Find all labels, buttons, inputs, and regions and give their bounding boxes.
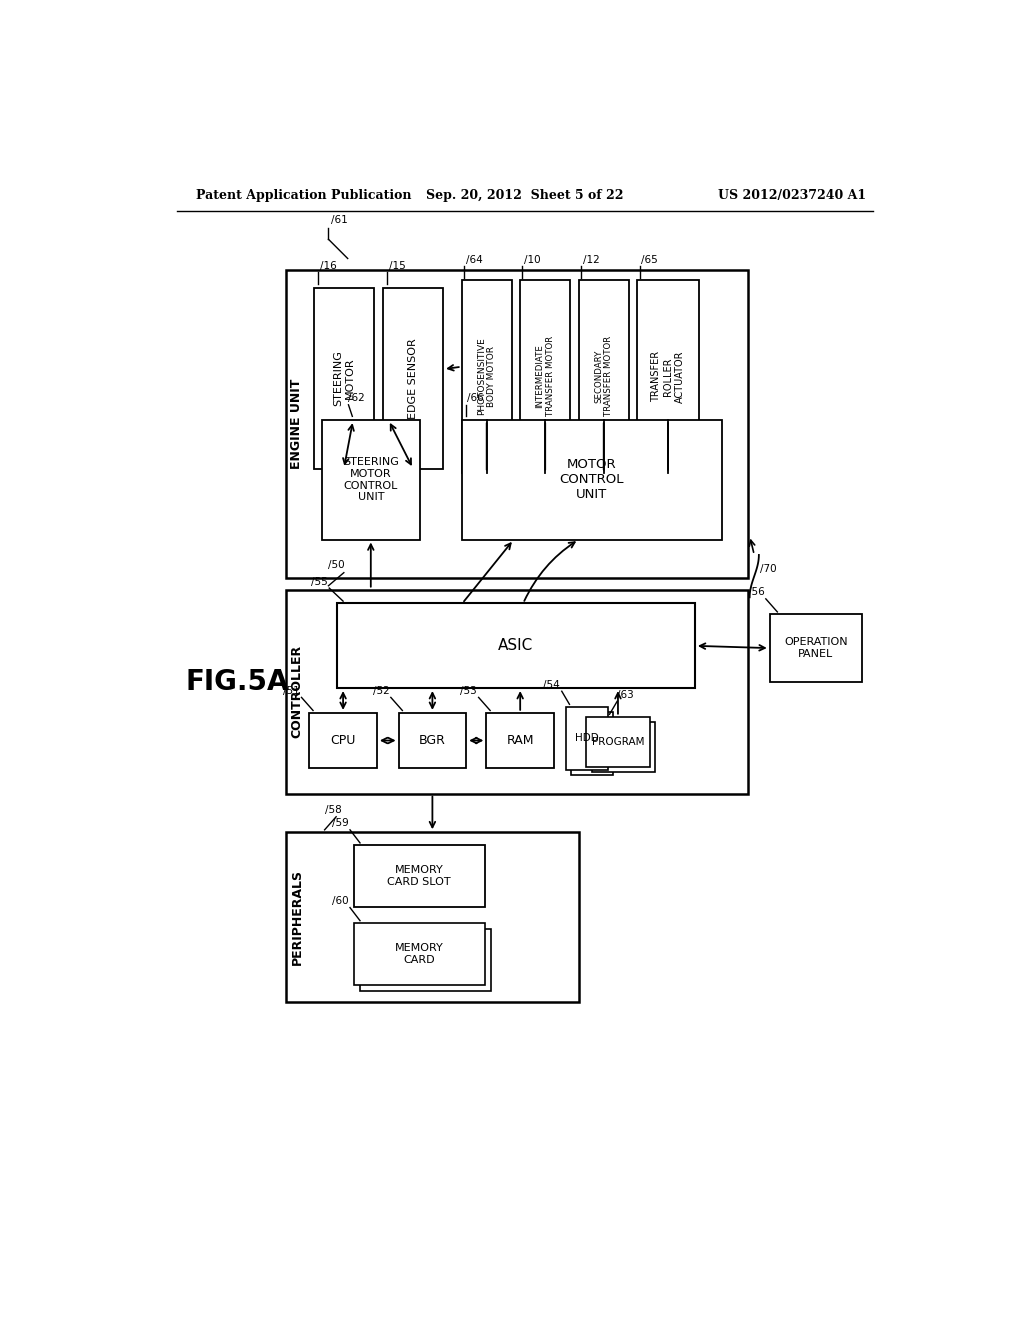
Text: /65: /65 [641, 255, 657, 264]
Text: BGR: BGR [419, 734, 445, 747]
Text: /15: /15 [389, 261, 407, 271]
Text: /70: /70 [760, 564, 776, 574]
Text: PROGRAM: PROGRAM [592, 737, 644, 747]
Bar [286, 832, 579, 1002]
Text: RAM: RAM [507, 734, 534, 747]
Text: /60: /60 [332, 896, 348, 906]
Text: MEMORY
CARD: MEMORY CARD [395, 942, 443, 965]
Text: /59: /59 [332, 818, 348, 829]
Text: /61: /61 [331, 215, 347, 226]
Text: /56: /56 [748, 587, 764, 597]
Bar [313, 288, 374, 469]
Text: MEMORY
CARD SLOT: MEMORY CARD SLOT [387, 865, 452, 887]
Bar [520, 280, 570, 473]
Bar [337, 603, 695, 688]
Bar [592, 722, 655, 772]
Text: EDGE SENSOR: EDGE SENSOR [409, 338, 418, 418]
Text: CONTROLLER: CONTROLLER [291, 645, 303, 738]
Text: INTERMEDIATE
TRANSFER MOTOR: INTERMEDIATE TRANSFER MOTOR [536, 337, 555, 416]
Text: /63: /63 [617, 690, 634, 700]
Text: PHOTOSENSITIVE
BODY MOTOR: PHOTOSENSITIVE BODY MOTOR [477, 338, 497, 416]
Bar [565, 706, 608, 770]
Text: /66: /66 [467, 393, 483, 404]
Text: /58: /58 [325, 805, 341, 816]
Text: MOTOR
CONTROL
UNIT: MOTOR CONTROL UNIT [559, 458, 624, 502]
Text: /16: /16 [319, 261, 337, 271]
Text: /12: /12 [583, 255, 599, 264]
Text: ASIC: ASIC [499, 639, 534, 653]
Bar [360, 929, 490, 991]
Bar [286, 590, 749, 793]
Text: PERIPHERALS: PERIPHERALS [291, 869, 303, 965]
Bar [587, 717, 649, 767]
Text: /55: /55 [311, 577, 328, 586]
Text: Sep. 20, 2012  Sheet 5 of 22: Sep. 20, 2012 Sheet 5 of 22 [426, 189, 624, 202]
Text: /53: /53 [461, 686, 477, 696]
Bar [322, 420, 420, 540]
Bar [354, 845, 484, 907]
Bar [571, 711, 613, 775]
Text: Patent Application Publication: Patent Application Publication [196, 189, 412, 202]
Text: HDD: HDD [574, 733, 599, 743]
Bar [309, 713, 377, 768]
Text: /64: /64 [466, 255, 482, 264]
Text: CPU: CPU [331, 734, 355, 747]
Text: /54: /54 [544, 680, 560, 689]
Bar [579, 280, 629, 473]
Text: /10: /10 [524, 255, 541, 264]
Bar [637, 280, 698, 473]
Text: STEERING
MOTOR
CONTROL
UNIT: STEERING MOTOR CONTROL UNIT [343, 458, 398, 503]
Text: /50: /50 [329, 561, 345, 570]
Text: FIG.5A: FIG.5A [185, 668, 289, 696]
Text: OPERATION
PANEL: OPERATION PANEL [784, 638, 848, 659]
Text: ENGINE UNIT: ENGINE UNIT [291, 379, 303, 469]
Text: STEERING
MOTOR: STEERING MOTOR [333, 350, 354, 407]
Bar [770, 614, 862, 682]
Bar [383, 288, 443, 469]
Text: /62: /62 [348, 393, 366, 404]
Bar [462, 280, 512, 473]
Bar [398, 713, 466, 768]
Text: SECONDARY
TRANSFER MOTOR: SECONDARY TRANSFER MOTOR [594, 337, 613, 416]
Bar [354, 923, 484, 985]
Bar [486, 713, 554, 768]
Text: /52: /52 [373, 686, 389, 696]
Bar [462, 420, 722, 540]
Text: TRANSFER
ROLLER
ACTUATOR: TRANSFER ROLLER ACTUATOR [651, 350, 685, 403]
Bar [286, 271, 749, 578]
Text: /51: /51 [284, 686, 300, 696]
Text: US 2012/0237240 A1: US 2012/0237240 A1 [718, 189, 866, 202]
